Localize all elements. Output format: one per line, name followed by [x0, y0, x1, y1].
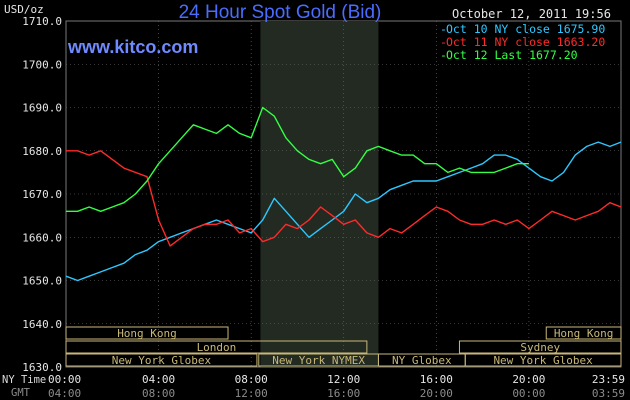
- chart-title: 24 Hour Spot Gold (Bid): [178, 2, 382, 23]
- gmt-row-label: GMT: [11, 387, 30, 399]
- market-bar-new-york-globex: [65, 353, 258, 367]
- market-label-new-york-nymex: New York NYMEX: [272, 354, 365, 367]
- legend-item-oct12: -Oct 12 Last 1677.20: [440, 49, 578, 62]
- market-bar-london: [65, 340, 368, 354]
- market-bar-sydney: [458, 340, 622, 354]
- legend-label-oct10: Oct 10 NY close 1675.90: [446, 22, 606, 36]
- x-tick-label-gmt: 03:59: [592, 387, 625, 400]
- legend-label-oct12: Oct 12 Last 1677.20: [446, 48, 578, 62]
- y-tick-label: 1710.0: [22, 15, 62, 28]
- y-tick-label: 1680.0: [22, 145, 62, 158]
- x-tick-label-gmt: 16:00: [327, 387, 360, 400]
- market-bar-hong-kong: [545, 326, 622, 340]
- market-label-new-york-globex: New York Globex: [112, 354, 212, 367]
- x-tick-label-gmt: 20:00: [420, 387, 453, 400]
- y-axis-unit-label: USD/oz: [4, 3, 44, 16]
- x-tick-label-ny: 04:00: [142, 373, 175, 386]
- legend-item-oct11: -Oct 11 NY close 1663.20: [440, 36, 605, 49]
- y-tick-label: 1640.0: [22, 318, 62, 331]
- x-tick-label-ny: 20:00: [512, 373, 545, 386]
- x-tick-label-ny: 08:00: [235, 373, 268, 386]
- series-line-oct12: [66, 106, 529, 213]
- market-label-hong-kong: Hong Kong: [117, 327, 177, 340]
- x-tick-label-gmt: 08:00: [142, 387, 175, 400]
- y-tick-label: 1690.0: [22, 102, 62, 115]
- x-tick-label-ny: 00:00: [48, 373, 81, 386]
- x-tick-label-ny: 23:59: [592, 373, 625, 386]
- y-tick-label: 1650.0: [22, 275, 62, 288]
- series-line-oct10: [65, 141, 622, 282]
- y-tick-label: 1670.0: [22, 188, 62, 201]
- market-label-ny-globex: NY Globex: [392, 354, 452, 367]
- watermark-link[interactable]: www.kitco.com: [68, 37, 199, 57]
- ny-time-row-label: NY Time: [2, 374, 47, 386]
- x-tick-label-gmt: 12:00: [235, 387, 268, 400]
- market-label-new-york-globex: New York Globex: [493, 354, 593, 367]
- x-tick-label-ny: 12:00: [327, 373, 360, 386]
- market-label-london: London: [197, 341, 237, 354]
- market-bar-new-york-globex: [464, 353, 622, 367]
- y-tick-label: 1660.0: [22, 231, 62, 244]
- market-label-sydney: Sydney: [520, 341, 560, 354]
- y-tick-label: 1700.0: [22, 58, 62, 71]
- legend-marker-oct10: -: [440, 22, 447, 36]
- series-line-oct11: [66, 150, 622, 247]
- date-stamp: October 12, 2011 19:56: [452, 7, 611, 21]
- market-label-hong-kong: Hong Kong: [554, 327, 614, 340]
- legend-marker-oct11: -: [440, 35, 447, 49]
- market-bar-hong-kong: [65, 326, 229, 340]
- legend-label-oct11: Oct 11 NY close 1663.20: [446, 35, 606, 49]
- x-tick-label-gmt: 04:00: [48, 387, 81, 400]
- legend-marker-oct12: -: [440, 48, 447, 62]
- y-tick-label: 1630.0: [22, 361, 62, 374]
- x-tick-label-gmt: 00:00: [512, 387, 545, 400]
- legend-item-oct10: -Oct 10 NY close 1675.90: [440, 23, 605, 36]
- x-tick-label-ny: 16:00: [420, 373, 453, 386]
